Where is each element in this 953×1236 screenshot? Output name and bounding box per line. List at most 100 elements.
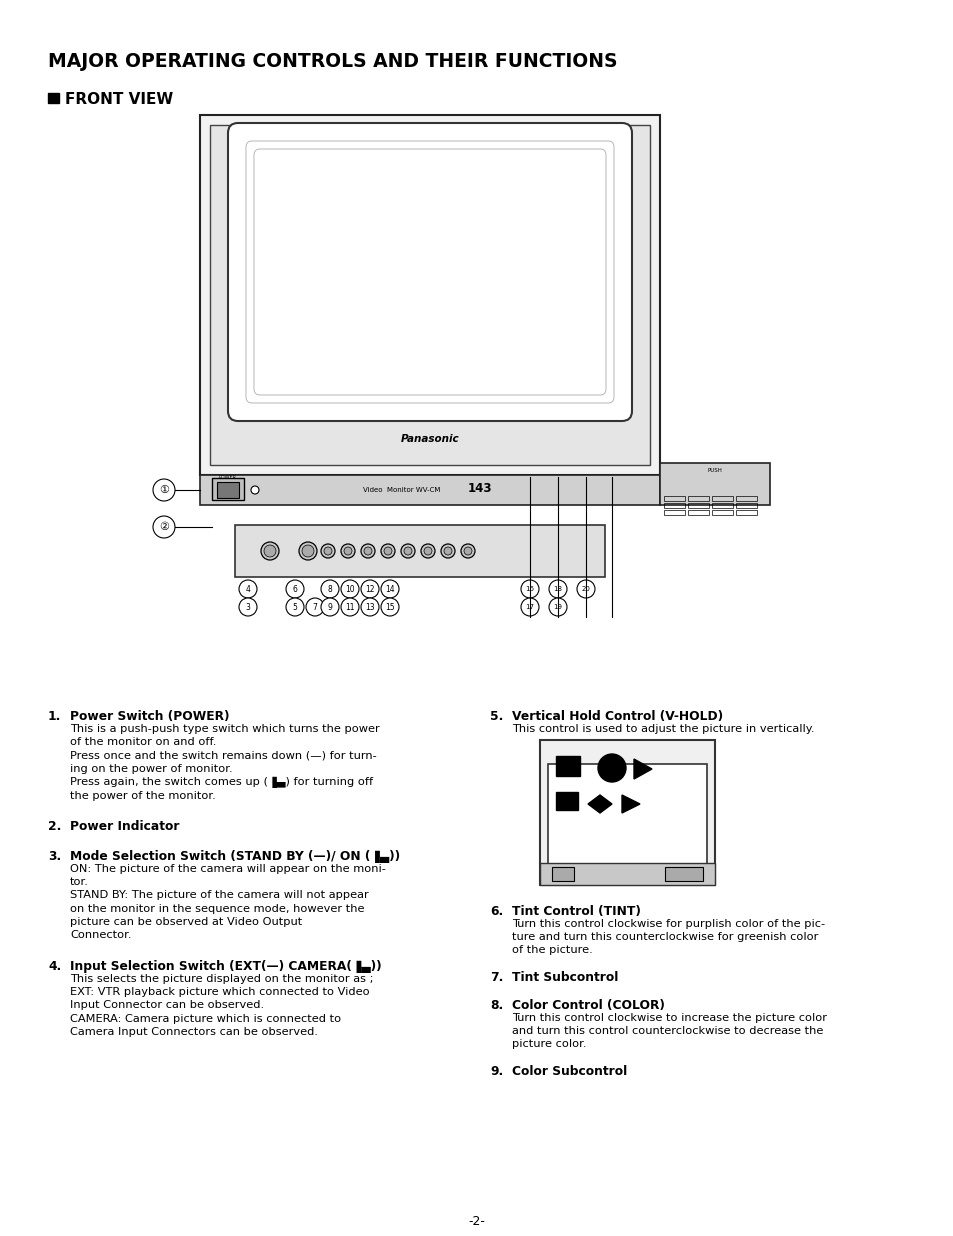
Text: 7: 7 — [313, 602, 317, 612]
Bar — [664, 866, 702, 881]
FancyBboxPatch shape — [228, 124, 631, 421]
Bar — [711, 510, 732, 515]
Text: Turn this control clockwise to increase the picture color
and turn this control : Turn this control clockwise to increase … — [512, 1014, 826, 1049]
Circle shape — [360, 598, 378, 616]
Circle shape — [340, 580, 358, 598]
Text: -2-: -2- — [468, 1215, 485, 1229]
Text: Power Indicator: Power Indicator — [70, 819, 179, 833]
Text: 3.: 3. — [48, 850, 61, 863]
Bar — [234, 525, 604, 577]
Circle shape — [286, 598, 304, 616]
Circle shape — [360, 544, 375, 557]
Text: Input Selection Switch (EXT(—) CAMERA(▐▄)): Input Selection Switch (EXT(—) CAMERA(▐▄… — [70, 960, 381, 973]
Bar — [48, 93, 59, 103]
Text: Turn this control clockwise for purplish color of the pic-
ture and turn this co: Turn this control clockwise for purplish… — [512, 920, 824, 955]
Text: 4.: 4. — [48, 960, 61, 973]
Text: 19: 19 — [553, 604, 562, 611]
Text: 12: 12 — [365, 585, 375, 593]
Text: Power Switch (POWER): Power Switch (POWER) — [70, 709, 230, 723]
Text: 6.: 6. — [490, 905, 503, 918]
Bar — [659, 464, 769, 506]
Text: 18: 18 — [553, 586, 562, 592]
Circle shape — [440, 544, 455, 557]
Text: 20: 20 — [581, 586, 590, 592]
Circle shape — [380, 598, 398, 616]
Circle shape — [324, 548, 332, 555]
Circle shape — [463, 548, 472, 555]
Circle shape — [302, 545, 314, 557]
Text: 2.: 2. — [48, 819, 61, 833]
Text: 17: 17 — [525, 604, 534, 611]
Bar — [663, 496, 684, 501]
Circle shape — [251, 486, 258, 494]
Bar — [663, 510, 684, 515]
Circle shape — [384, 548, 392, 555]
Bar — [200, 475, 659, 506]
Bar — [687, 503, 708, 508]
Text: 5.: 5. — [490, 709, 503, 723]
Text: ①: ① — [159, 485, 169, 494]
Circle shape — [344, 548, 352, 555]
Text: PUSH: PUSH — [707, 468, 721, 473]
Circle shape — [264, 545, 275, 557]
Text: This selects the picture displayed on the monitor as ;
EXT: VTR playback picture: This selects the picture displayed on th… — [70, 974, 374, 1037]
Polygon shape — [621, 795, 639, 813]
Text: 15: 15 — [385, 602, 395, 612]
Text: This is a push-push type switch which turns the power
of the monitor on and off.: This is a push-push type switch which tu… — [70, 724, 379, 801]
Bar — [735, 503, 757, 508]
Circle shape — [400, 544, 415, 557]
Circle shape — [460, 544, 475, 557]
Text: 4: 4 — [245, 585, 251, 593]
Bar — [687, 496, 708, 501]
Text: Mode Selection Switch (STAND BY (—)/ ON (▐▄)): Mode Selection Switch (STAND BY (—)/ ON … — [70, 850, 399, 863]
Bar — [210, 125, 649, 465]
Text: 8.: 8. — [490, 999, 503, 1012]
Text: Color Control (COLOR): Color Control (COLOR) — [512, 999, 664, 1012]
Bar — [547, 764, 706, 878]
Circle shape — [423, 548, 432, 555]
Circle shape — [306, 598, 324, 616]
Text: 3: 3 — [245, 602, 251, 612]
Text: Color Subcontrol: Color Subcontrol — [512, 1065, 626, 1078]
Text: 8: 8 — [327, 585, 332, 593]
Circle shape — [239, 598, 256, 616]
Circle shape — [380, 544, 395, 557]
Text: 14: 14 — [385, 585, 395, 593]
Circle shape — [239, 580, 256, 598]
Circle shape — [360, 580, 378, 598]
Bar — [735, 510, 757, 515]
Bar — [711, 503, 732, 508]
Bar — [556, 756, 579, 776]
Bar — [687, 510, 708, 515]
Text: 13: 13 — [365, 602, 375, 612]
Bar — [212, 478, 244, 501]
Bar — [552, 866, 574, 881]
Circle shape — [320, 544, 335, 557]
Text: 7.: 7. — [490, 971, 503, 984]
Circle shape — [548, 598, 566, 616]
Text: 10: 10 — [345, 585, 355, 593]
Circle shape — [152, 480, 174, 501]
Text: 1.: 1. — [48, 709, 61, 723]
Bar — [200, 115, 659, 475]
Text: This control is used to adjust the picture in vertically.: This control is used to adjust the pictu… — [512, 724, 814, 734]
Circle shape — [420, 544, 435, 557]
Text: 9: 9 — [327, 602, 332, 612]
Text: Panasonic: Panasonic — [400, 434, 458, 444]
Bar — [663, 503, 684, 508]
Text: MAJOR OPERATING CONTROLS AND THEIR FUNCTIONS: MAJOR OPERATING CONTROLS AND THEIR FUNCT… — [48, 52, 617, 70]
Text: 11: 11 — [345, 602, 355, 612]
Circle shape — [286, 580, 304, 598]
Circle shape — [261, 543, 278, 560]
Bar — [556, 792, 578, 810]
Circle shape — [577, 580, 595, 598]
Circle shape — [403, 548, 412, 555]
Text: Tint Control (TINT): Tint Control (TINT) — [512, 905, 640, 918]
Circle shape — [152, 515, 174, 538]
Polygon shape — [634, 759, 651, 779]
Circle shape — [364, 548, 372, 555]
Circle shape — [340, 544, 355, 557]
Bar — [539, 740, 714, 885]
Circle shape — [598, 754, 625, 782]
Polygon shape — [587, 795, 612, 813]
